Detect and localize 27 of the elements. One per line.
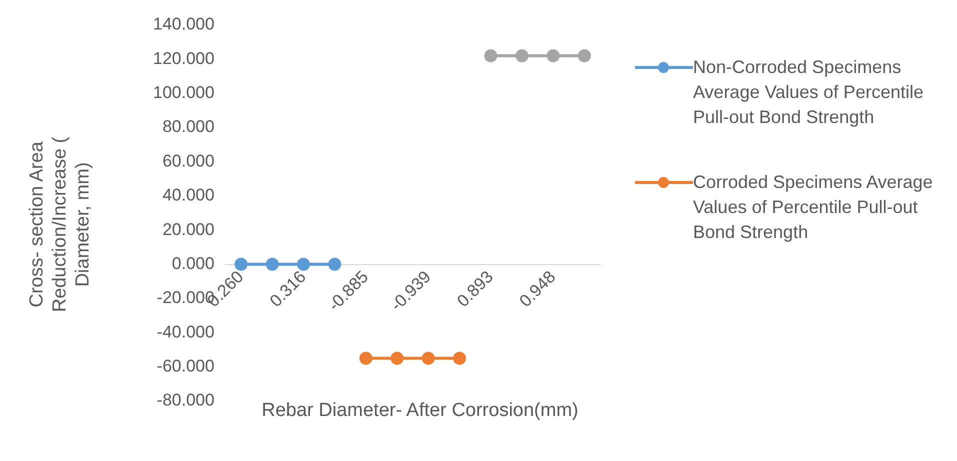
y-tick-label: -40.000 [156,322,214,342]
point [515,49,528,62]
x-axis-title: Rebar Diameter- After Corrosion(mm) [260,400,580,422]
point [234,258,248,271]
point [328,258,342,271]
point [422,352,435,365]
point [578,49,591,62]
point [546,49,560,62]
y-tick-label: 0.000 [172,254,214,273]
y-tick-label: 120.000 [153,48,214,68]
point [359,352,372,365]
legend-label: Non-Corroded Specimens Average Values of Percentile Pull-out Bond Strength [693,56,924,129]
legend-label: Corroded Specimens Average Values of Percentile Pull-out Bond Strength [693,171,934,244]
point [453,352,466,365]
y-tick-label: 100.000 [153,83,214,102]
y-axis-title: Cross- section Area Reduction/Increase ( Diameter, mm) [26,136,94,314]
point [390,352,404,365]
y-tick-label: 20.000 [162,220,214,239]
y-tick-label: 40.000 [162,186,214,205]
point [484,49,498,62]
point [296,258,310,271]
point [266,258,279,271]
y-tick-label: -60.000 [156,356,214,376]
y-tick-label: 140.000 [153,14,214,34]
y-tick-label: 60.000 [162,151,214,170]
y-tick-label: -80.000 [156,390,214,410]
y-tick-label: 80.000 [162,117,214,136]
